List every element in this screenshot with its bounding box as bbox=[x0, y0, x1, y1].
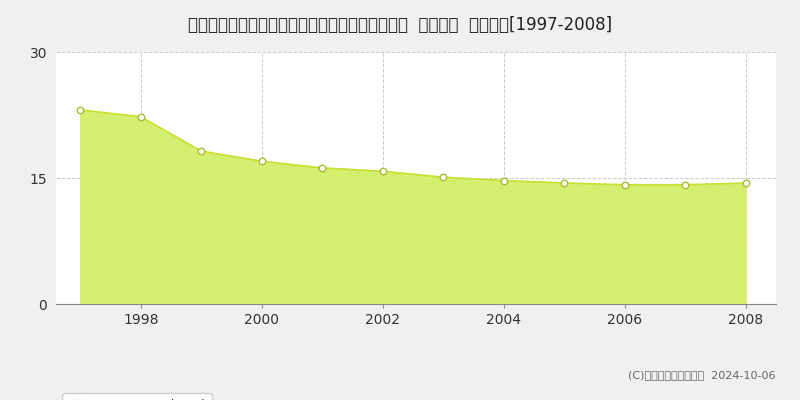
Point bbox=[74, 107, 86, 113]
Legend: 基準地価  平均坪単価(万円/坪): 基準地価 平均坪単価(万円/坪) bbox=[62, 393, 212, 400]
Point bbox=[437, 174, 450, 180]
Point bbox=[376, 168, 389, 174]
Point bbox=[618, 182, 631, 188]
Point bbox=[316, 165, 329, 171]
Point bbox=[195, 148, 208, 154]
Point bbox=[134, 114, 147, 120]
Text: (C)土地価格ドットコム  2024-10-06: (C)土地価格ドットコム 2024-10-06 bbox=[629, 370, 776, 380]
Point bbox=[679, 182, 692, 188]
Point bbox=[739, 180, 752, 186]
Text: 北海道札幌市北区篠路６条６丁目１５８番２８７  基準地価  地価推移[1997-2008]: 北海道札幌市北区篠路６条６丁目１５８番２８７ 基準地価 地価推移[1997-20… bbox=[188, 16, 612, 34]
Point bbox=[255, 158, 268, 164]
Point bbox=[558, 180, 570, 186]
Point bbox=[498, 177, 510, 184]
